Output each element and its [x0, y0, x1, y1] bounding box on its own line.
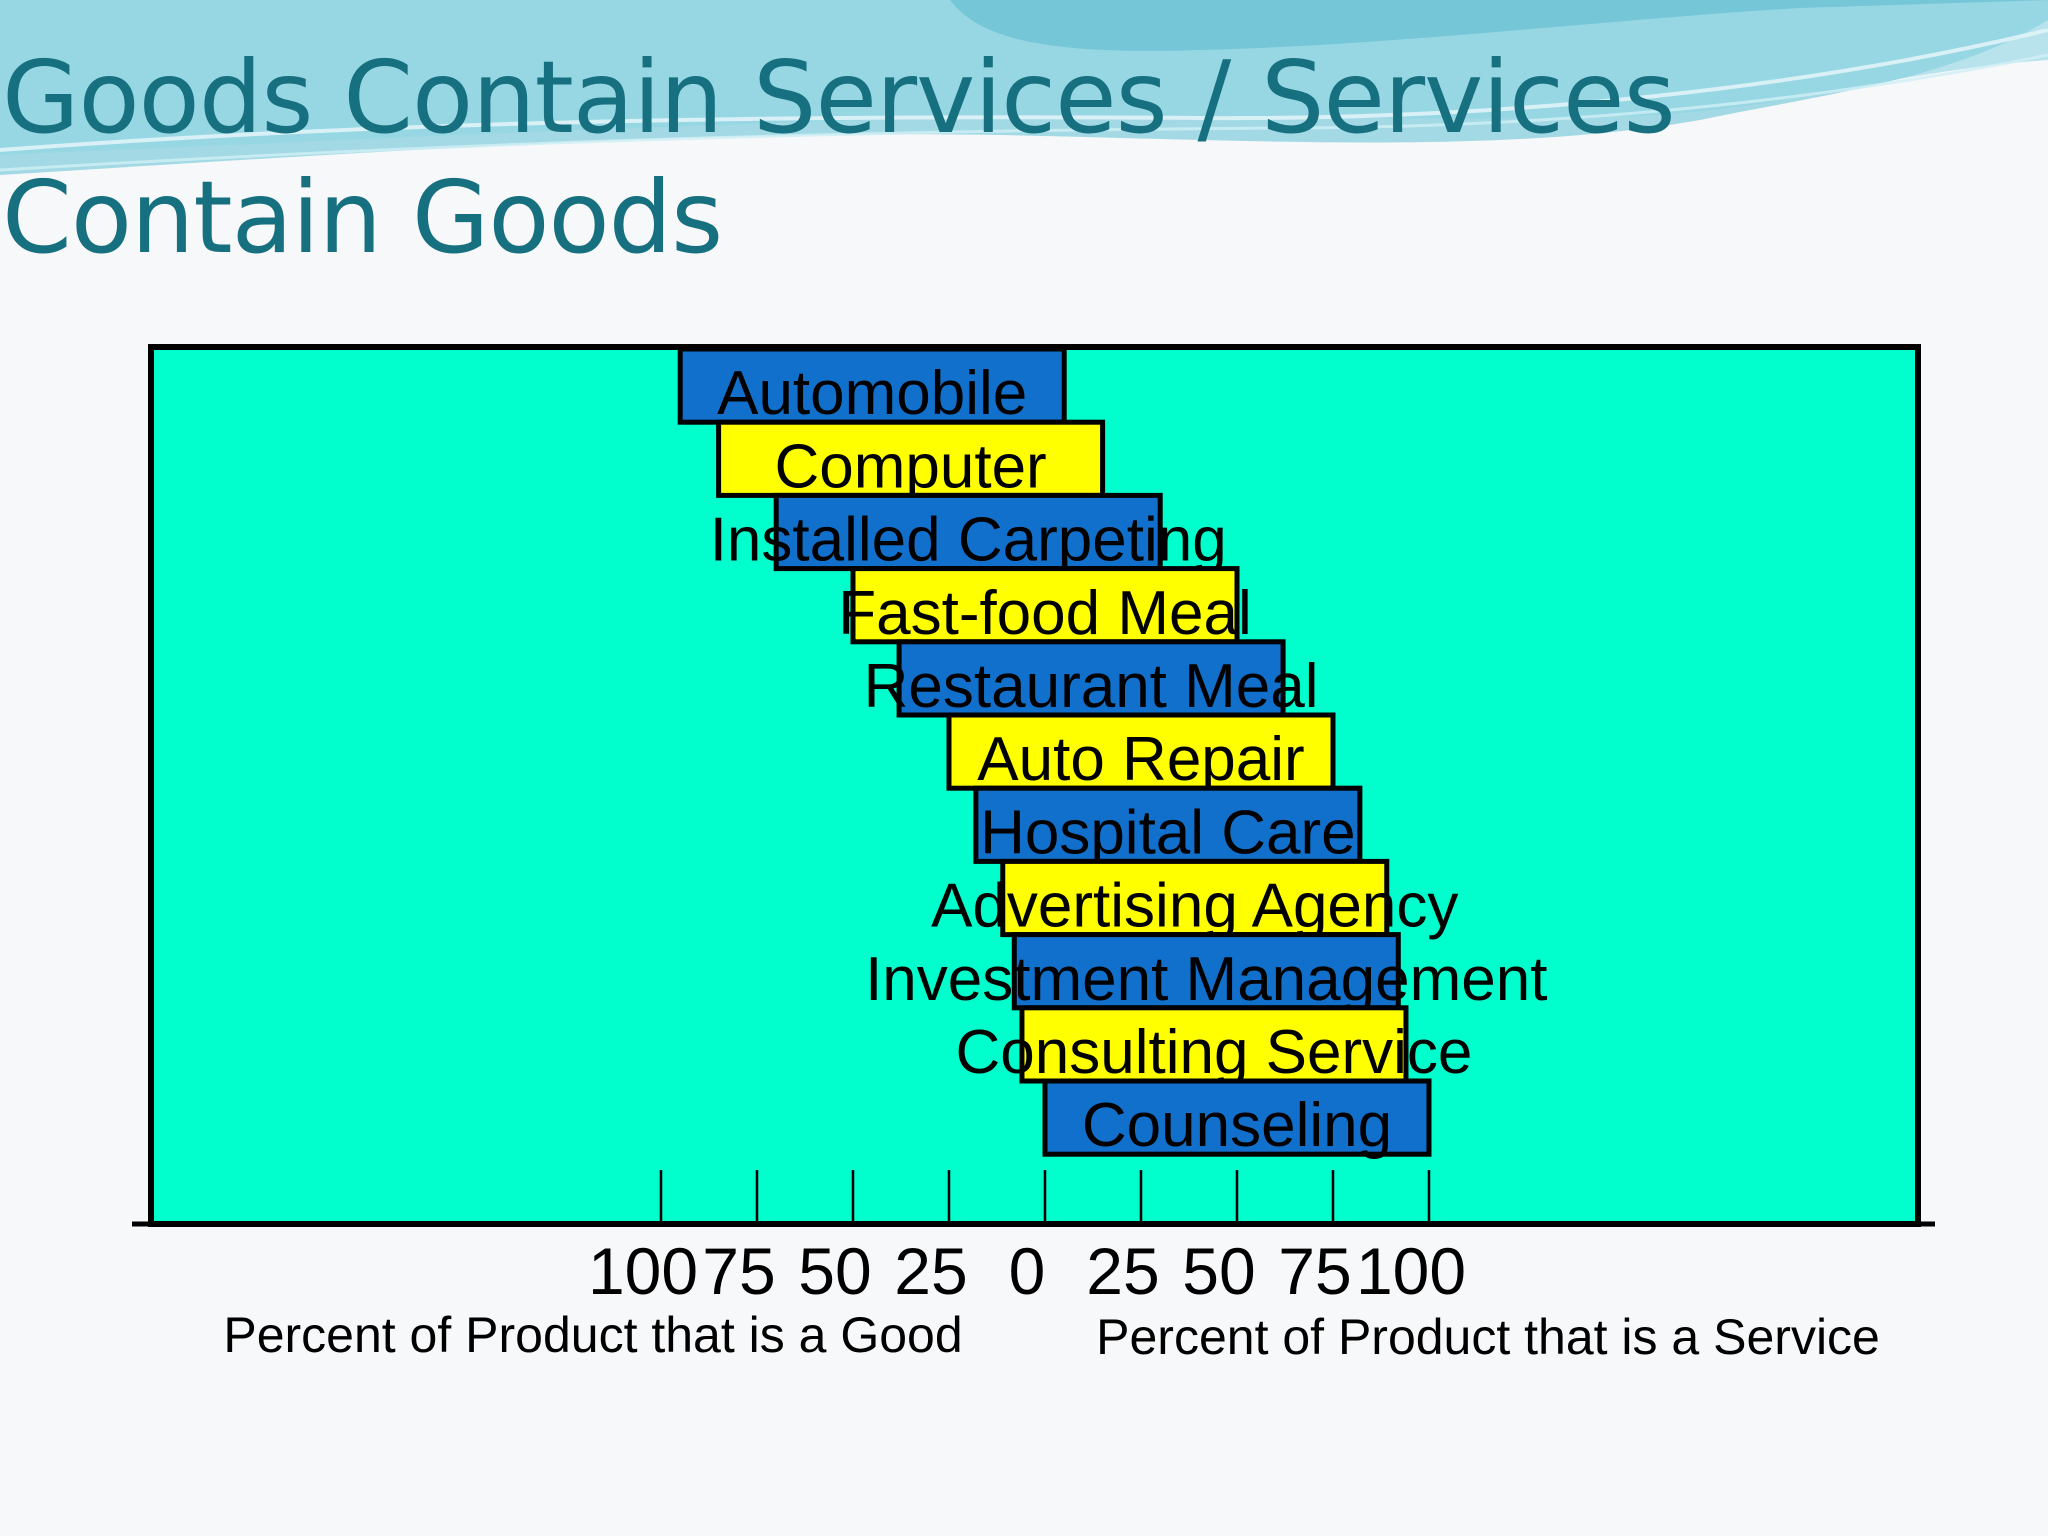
x-tick-label: 0	[1009, 1234, 1046, 1308]
bar-investment-management	[1011, 932, 1401, 1011]
bar-label-consulting-service: Consulting Service	[955, 1018, 1472, 1087]
x-tick-label: 75	[702, 1234, 775, 1308]
header-wave-decoration	[0, 0, 2048, 175]
bar-advertising-agency	[1000, 858, 1390, 938]
x-tick-label: 100	[588, 1234, 698, 1308]
bar-label-automobile: Automobile	[717, 359, 1027, 428]
x-axis-label-goods: Percent of Product that is a Good	[223, 1307, 962, 1363]
x-axis-label-services: Percent of Product that is a Service	[1096, 1309, 1880, 1365]
x-tick-label: 50	[1182, 1234, 1255, 1308]
bar-label-auto-repair: Auto Repair	[977, 725, 1304, 794]
bar-automobile	[677, 346, 1067, 425]
bar-label-fast-food-meal: Fast-food Meal	[838, 579, 1252, 648]
x-tick-label: 75	[1278, 1234, 1351, 1308]
bar-label-hospital-care: Hospital Care	[980, 798, 1356, 867]
bar-label-counseling: Counseling	[1082, 1091, 1392, 1160]
bar-label-installed-carpeting: Installed Carpeting	[710, 506, 1227, 575]
x-tick-label: 25	[1086, 1234, 1159, 1308]
bar-auto-repair	[946, 712, 1336, 791]
x-tick-label: 50	[798, 1234, 871, 1308]
x-tick-label: 25	[894, 1234, 967, 1308]
bar-installed-carpeting	[773, 492, 1163, 572]
bar-label-computer: Computer	[774, 432, 1046, 501]
bar-counseling	[1042, 1078, 1432, 1157]
slide-title: Goods Contain Services / Services Contai…	[2, 39, 1676, 276]
bar-label-investment-management: Investment Management	[865, 945, 1547, 1014]
bar-label-restaurant-meal: Restaurant Meal	[864, 652, 1319, 721]
x-tick-label: 100	[1356, 1234, 1466, 1308]
bar-label-advertising-agency: Advertising Agency	[931, 872, 1458, 941]
